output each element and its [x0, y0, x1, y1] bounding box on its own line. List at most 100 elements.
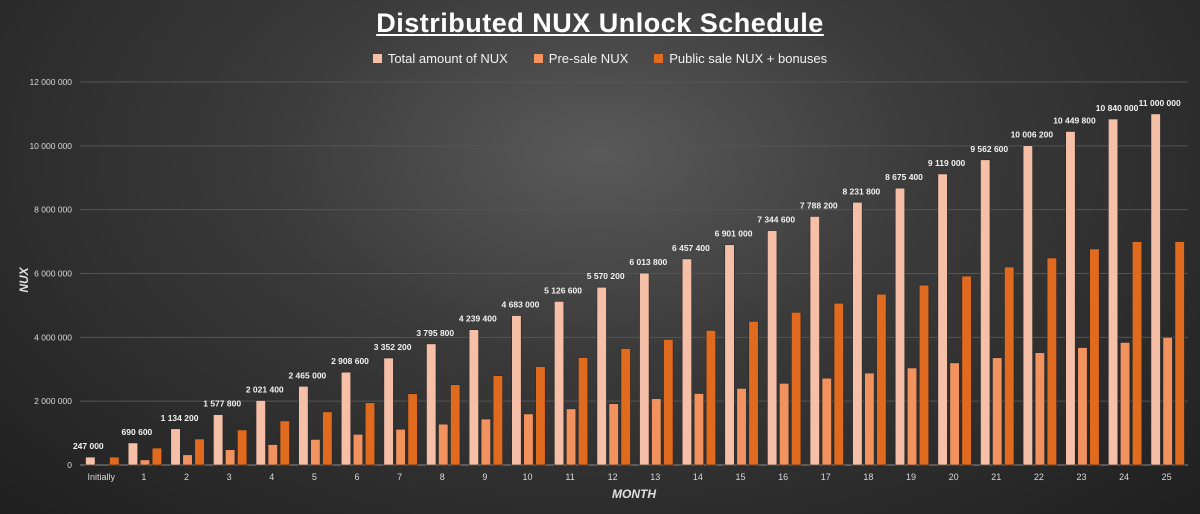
data-label: 10 840 000 [1096, 103, 1139, 113]
bar-public [151, 447, 162, 466]
bar-total [426, 343, 437, 466]
bar-presale [225, 449, 236, 466]
bar-public [322, 411, 333, 466]
x-tick-label: 9 [482, 472, 487, 482]
bar-public [364, 402, 376, 466]
data-label: 4 683 000 [502, 300, 540, 310]
x-tick-label: 14 [693, 472, 703, 482]
bar-public [535, 366, 546, 466]
bar-presale [693, 393, 704, 466]
bar-total [1150, 113, 1161, 466]
bar-public [748, 321, 759, 466]
bar-public [620, 348, 631, 466]
bar-public [918, 284, 930, 466]
bar-public [1046, 257, 1057, 466]
bar-public [705, 330, 716, 466]
x-tick-label: 18 [863, 472, 873, 482]
data-label: 11 000 000 [1139, 98, 1181, 108]
bar-presale [864, 372, 875, 466]
data-label: 7 344 600 [757, 215, 795, 225]
bar-total [468, 329, 479, 466]
chart-title: Distributed NUX Unlock Schedule [376, 8, 824, 38]
bar-presale [182, 454, 193, 466]
x-tick-label: 24 [1119, 472, 1129, 482]
bar-public [109, 456, 120, 466]
x-tick-label: 25 [1162, 472, 1172, 482]
bar-presale [310, 439, 321, 466]
bar-public [450, 384, 461, 466]
legend-item-total: Total amount of NUX [372, 51, 508, 66]
x-tick-label: 17 [821, 472, 831, 482]
x-tick-label: 23 [1076, 472, 1086, 482]
legend-swatch [654, 54, 664, 63]
data-label: 1 577 800 [203, 399, 241, 409]
legend-label: Public sale NUX + bonuses [669, 51, 828, 66]
bar-total [511, 315, 522, 466]
data-label: 2 021 400 [246, 384, 284, 394]
y-tick-label: 12 000 000 [29, 77, 72, 87]
legend-item-public: Public sale NUX + bonuses [654, 51, 827, 66]
bar-total [596, 286, 607, 466]
bar-presale [821, 377, 832, 466]
x-tick-label: 11 [565, 472, 574, 482]
bar-presale [1162, 337, 1173, 466]
bar-public [876, 293, 887, 466]
bar-presale [736, 388, 747, 466]
x-tick-label: 21 [991, 472, 1001, 482]
bar-public [961, 275, 972, 466]
data-label: 6 901 000 [715, 229, 753, 239]
bar-total [383, 357, 394, 466]
bar-presale [949, 362, 960, 466]
x-tick-label: Initially [88, 472, 116, 482]
data-label: 5 126 600 [544, 285, 582, 295]
x-tick-label: 3 [227, 472, 232, 482]
bar-public [1004, 266, 1015, 466]
x-tick-label: 22 [1034, 472, 1044, 482]
y-tick-label: 6 000 000 [34, 269, 72, 279]
bar-public [237, 429, 248, 466]
bar-public [578, 357, 589, 466]
bar-total [298, 386, 309, 466]
bar-total [852, 201, 863, 466]
y-tick-label: 0 [67, 460, 72, 470]
data-label: 2 908 600 [331, 356, 369, 366]
bar-presale [1120, 342, 1131, 466]
data-label: 9 119 000 [928, 158, 966, 168]
bar-presale [906, 367, 918, 466]
legend-swatch [533, 54, 543, 63]
bar-total [85, 456, 96, 466]
bar-presale [139, 459, 150, 466]
x-tick-label: 15 [736, 472, 746, 482]
x-tick-label: 1 [141, 472, 146, 482]
legend-item-presale: Pre-sale NUX [533, 51, 628, 66]
bar-presale [438, 423, 449, 466]
x-tick-label: 8 [440, 472, 445, 482]
bar-total [340, 371, 352, 466]
bar-total [894, 187, 906, 466]
data-label: 2 465 000 [288, 370, 326, 380]
data-label: 6 013 800 [629, 257, 667, 267]
bar-total [213, 414, 224, 466]
x-tick-label: 2 [184, 472, 189, 482]
x-tick-label: 5 [312, 472, 317, 482]
bar-presale [566, 408, 577, 466]
y-tick-label: 8 000 000 [34, 205, 72, 215]
x-axis-title: MONTH [612, 487, 656, 501]
bar-presale [779, 382, 790, 466]
data-label: 1 134 200 [161, 413, 199, 423]
legend-swatch [372, 54, 382, 63]
data-label: 4 239 400 [459, 314, 497, 324]
bar-total [809, 216, 820, 466]
x-tick-label: 12 [608, 472, 618, 482]
data-label: 7 788 200 [800, 200, 838, 210]
data-label: 6 457 400 [672, 243, 710, 253]
data-label: 8 231 800 [842, 186, 880, 196]
bar-total [767, 230, 778, 466]
bar-total [724, 244, 735, 466]
data-label: 690 600 [122, 427, 153, 437]
bar-public [1089, 248, 1100, 466]
data-label: 247 000 [73, 441, 104, 451]
bar-presale [267, 444, 278, 466]
y-tick-label: 4 000 000 [34, 332, 72, 342]
y-axis-title: NUX [17, 266, 31, 292]
